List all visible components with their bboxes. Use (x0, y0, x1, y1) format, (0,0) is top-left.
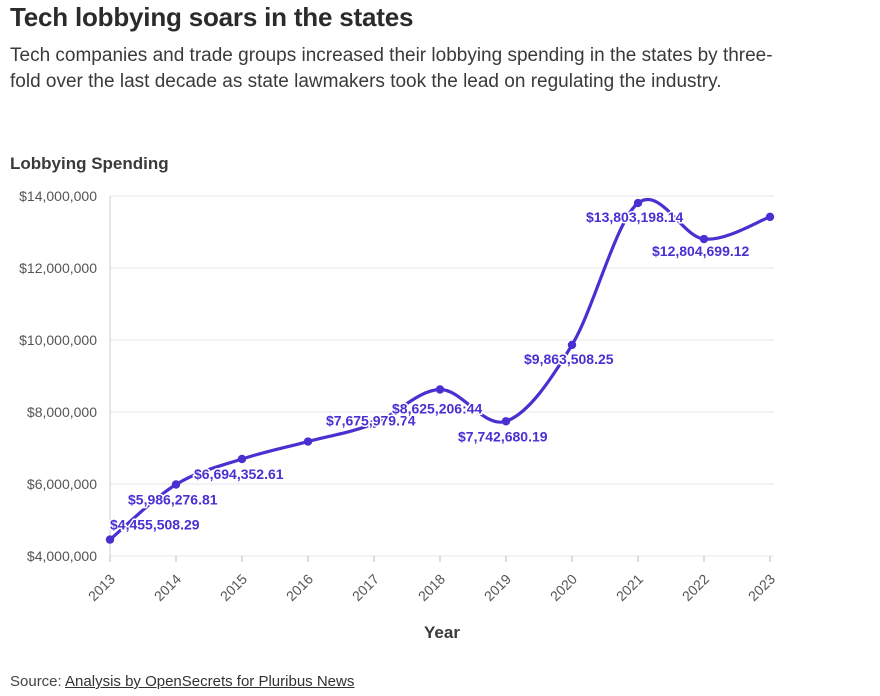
series-line (108, 197, 772, 542)
gridlines (109, 195, 774, 557)
y-axis-title: Lobbying Spending (10, 154, 169, 173)
x-tick-label: 2020 (547, 571, 580, 604)
x-tick-label: 2013 (85, 571, 118, 604)
source-note: Source: Analysis by OpenSecrets for Plur… (10, 673, 354, 690)
x-tick-label: 2018 (415, 571, 448, 604)
data-point (435, 385, 445, 394)
source-prefix: Source: (10, 673, 62, 690)
y-tick-label: $10,000,000 (19, 332, 97, 348)
data-label: $4,455,508.29 (110, 517, 200, 533)
y-tick-label: $12,000,000 (19, 260, 97, 276)
data-label: $12,804,699.12 (652, 243, 750, 259)
data-point (699, 234, 709, 244)
x-tick-label: 2015 (217, 571, 250, 604)
data-label: $5,986,276.81 (128, 491, 218, 507)
chart-title: Tech lobbying soars in the states (10, 2, 414, 32)
x-tick-label: 2021 (613, 571, 646, 604)
line-chart: Lobbying Spending $4,000,000 $6,000,000 $8… (10, 154, 778, 642)
x-tick-label: 2019 (481, 571, 514, 604)
x-tick-label: 2016 (283, 571, 316, 604)
x-axis-ticks: 2013 2014 2015 2016 2017 2018 2019 2020 2021 2022… (85, 556, 778, 604)
data-point (105, 535, 115, 544)
data-point (237, 454, 247, 464)
data-label: $6,694,352.61 (194, 466, 284, 482)
data-point (369, 419, 379, 428)
data-point (501, 417, 511, 426)
y-tick-label: $6,000,000 (27, 476, 97, 492)
x-tick-label: 2023 (745, 571, 778, 604)
chart-subtitle: Tech companies and trade groups increase… (10, 45, 773, 92)
data-points (105, 198, 775, 544)
x-tick-label: 2017 (349, 571, 382, 604)
x-tick-label: 2022 (679, 571, 712, 604)
data-label: $13,803,198.14 (586, 209, 684, 225)
source-link[interactable]: Analysis by OpenSecrets for Pluribus New… (65, 673, 355, 690)
y-tick-label: $8,000,000 (27, 404, 97, 420)
data-point (567, 340, 577, 350)
data-label: $9,863,508.25 (524, 351, 614, 367)
data-labels: $4,455,508.29 $5,986,276.81 $6,694,352.61 $… (109, 208, 752, 535)
data-point (303, 437, 313, 446)
data-point (633, 198, 643, 208)
data-label: $8,625,206:44 (392, 400, 483, 416)
y-axis-ticks: $4,000,000 $6,000,000 $8,000,000 $10,000,00… (19, 188, 97, 564)
y-tick-label: $4,000,000 (27, 548, 97, 564)
data-point (171, 480, 181, 489)
x-tick-label: 2014 (151, 571, 184, 604)
x-axis-title: Year (424, 623, 460, 642)
data-point (765, 212, 775, 222)
data-label: $7,675,979.74 (326, 413, 416, 429)
y-tick-label: $14,000,000 (19, 188, 97, 204)
data-label: $7,742,680.19 (458, 428, 548, 444)
